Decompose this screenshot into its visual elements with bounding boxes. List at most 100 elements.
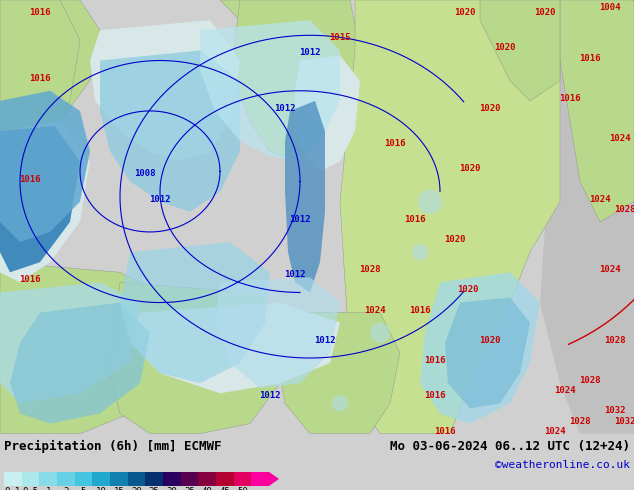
Bar [110, 472, 127, 486]
Polygon shape [269, 472, 279, 486]
Bar [216, 472, 234, 486]
Text: 50: 50 [237, 487, 248, 490]
Bar [251, 472, 269, 486]
Text: 1028: 1028 [614, 205, 634, 214]
Polygon shape [100, 50, 240, 212]
Text: 1012: 1012 [289, 215, 311, 224]
Text: 1016: 1016 [424, 356, 446, 365]
Text: 1008: 1008 [134, 170, 156, 178]
Text: 1012: 1012 [314, 336, 336, 345]
Text: 2: 2 [63, 487, 68, 490]
Polygon shape [215, 277, 340, 388]
Text: 1016: 1016 [579, 53, 601, 63]
Text: 1020: 1020 [495, 44, 515, 52]
Text: 5: 5 [81, 487, 86, 490]
Text: 1016: 1016 [29, 8, 51, 17]
Polygon shape [0, 0, 80, 172]
Bar [4, 472, 22, 486]
Text: 1016: 1016 [29, 74, 51, 83]
Text: 1032: 1032 [604, 407, 626, 416]
Text: 0.1: 0.1 [5, 487, 21, 490]
Text: ©weatheronline.co.uk: ©weatheronline.co.uk [495, 460, 630, 470]
Text: 1016: 1016 [404, 215, 426, 224]
Text: 1028: 1028 [579, 376, 601, 385]
Polygon shape [278, 313, 400, 434]
Text: 1020: 1020 [534, 8, 556, 17]
Text: 1020: 1020 [479, 104, 501, 113]
Polygon shape [0, 282, 140, 403]
Text: 1024: 1024 [609, 134, 631, 143]
Polygon shape [110, 282, 300, 434]
Circle shape [418, 190, 442, 214]
Circle shape [332, 395, 348, 412]
Text: 30: 30 [167, 487, 178, 490]
Text: 1: 1 [46, 487, 51, 490]
Text: 1016: 1016 [384, 139, 406, 148]
Bar [93, 472, 110, 486]
Polygon shape [220, 0, 340, 81]
Text: 1016: 1016 [434, 427, 456, 436]
Polygon shape [560, 0, 634, 444]
Bar [22, 472, 39, 486]
Text: 1016: 1016 [559, 94, 581, 103]
Polygon shape [0, 262, 180, 434]
Text: 1012: 1012 [259, 392, 281, 400]
Polygon shape [295, 55, 360, 172]
Text: 1024: 1024 [544, 427, 566, 436]
Polygon shape [235, 0, 360, 161]
Text: 1012: 1012 [284, 270, 306, 279]
Bar [75, 472, 93, 486]
Text: 1015: 1015 [329, 33, 351, 42]
Polygon shape [130, 302, 340, 393]
Text: 1020: 1020 [444, 235, 466, 244]
Bar [181, 472, 198, 486]
Text: 1012: 1012 [299, 49, 321, 57]
Circle shape [412, 244, 428, 260]
Text: 1032: 1032 [614, 416, 634, 426]
Polygon shape [480, 0, 560, 101]
Polygon shape [445, 297, 530, 409]
Text: Mo 03-06-2024 06..12 UTC (12+24): Mo 03-06-2024 06..12 UTC (12+24) [390, 440, 630, 453]
Text: 15: 15 [113, 487, 124, 490]
Bar [163, 472, 181, 486]
Text: 0.5: 0.5 [22, 487, 39, 490]
Text: 1016: 1016 [19, 275, 41, 284]
Text: 1020: 1020 [459, 165, 481, 173]
Polygon shape [200, 20, 340, 161]
Text: 1024: 1024 [554, 386, 576, 395]
Polygon shape [120, 242, 270, 383]
Circle shape [370, 323, 390, 343]
Text: Precipitation (6h) [mm] ECMWF: Precipitation (6h) [mm] ECMWF [4, 440, 221, 453]
Polygon shape [420, 272, 540, 423]
Text: 1012: 1012 [149, 195, 171, 204]
Bar [198, 472, 216, 486]
Polygon shape [0, 91, 90, 242]
Polygon shape [10, 302, 150, 423]
Text: 1028: 1028 [604, 336, 626, 345]
Bar [39, 472, 57, 486]
Text: 1020: 1020 [454, 8, 476, 17]
Text: 45: 45 [219, 487, 230, 490]
Bar [127, 472, 145, 486]
Polygon shape [540, 0, 634, 434]
Text: 1016: 1016 [19, 174, 41, 184]
Text: 1024: 1024 [589, 195, 611, 204]
Text: 35: 35 [184, 487, 195, 490]
Bar [145, 472, 163, 486]
Polygon shape [90, 20, 240, 161]
Text: 1004: 1004 [599, 3, 621, 12]
Text: 1028: 1028 [569, 416, 591, 426]
Text: 40: 40 [202, 487, 212, 490]
Polygon shape [0, 0, 100, 252]
Text: 1024: 1024 [599, 265, 621, 274]
Polygon shape [340, 0, 560, 434]
Text: 10: 10 [96, 487, 107, 490]
Bar [57, 472, 75, 486]
Text: 1024: 1024 [365, 306, 385, 315]
Polygon shape [0, 121, 90, 282]
Text: 20: 20 [131, 487, 142, 490]
Bar [234, 472, 251, 486]
Text: 1020: 1020 [479, 336, 501, 345]
Polygon shape [560, 0, 634, 222]
Text: 1028: 1028 [359, 265, 381, 274]
